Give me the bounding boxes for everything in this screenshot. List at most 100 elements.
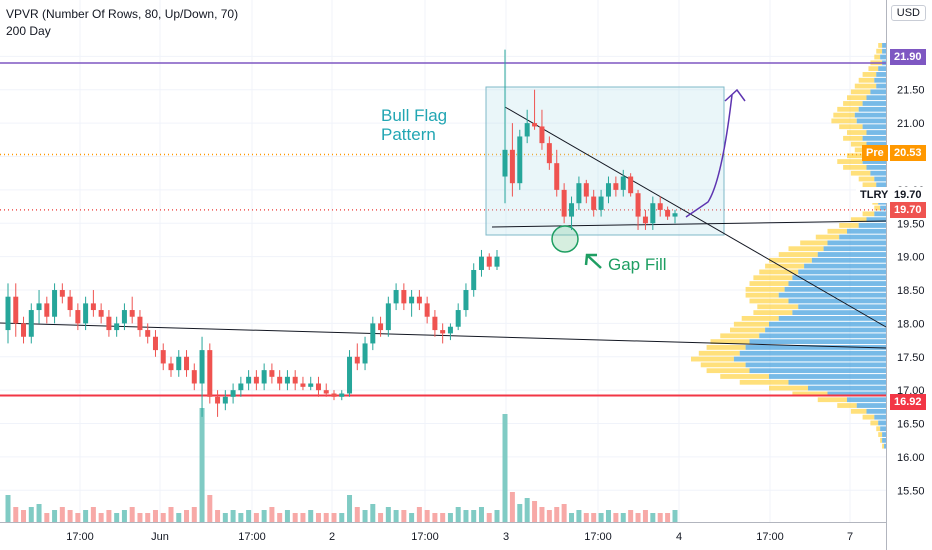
candle-body	[98, 310, 104, 317]
volume-bar	[440, 513, 446, 522]
vp-row-down	[878, 432, 883, 437]
vp-row-up	[798, 304, 886, 310]
vp-row-up	[847, 228, 886, 234]
candle-body	[576, 183, 582, 204]
vp-row-down	[843, 135, 863, 141]
volume-bar	[447, 513, 453, 522]
volume-bar	[13, 507, 19, 522]
candle-body	[539, 126, 545, 144]
vp-row-up	[784, 286, 886, 292]
vp-row-down	[854, 83, 877, 89]
vp-row-up	[788, 298, 886, 304]
candle-body	[393, 290, 399, 304]
vp-row-up	[792, 310, 886, 315]
candle-body	[83, 303, 89, 324]
vp-row-up	[749, 368, 886, 374]
gap-fill-annotation: Gap Fill	[608, 255, 667, 274]
candle-body	[284, 376, 290, 384]
vp-row-up	[733, 356, 886, 362]
vp-row-down	[831, 118, 857, 124]
volume-bar	[463, 510, 469, 522]
vp-row-down	[759, 269, 799, 275]
vp-row-down	[850, 89, 871, 95]
volume-bar	[331, 513, 337, 522]
volume-bar	[207, 495, 213, 522]
vp-row-up	[856, 118, 886, 124]
vp-row-down	[843, 164, 867, 170]
vp-row-up	[878, 66, 886, 72]
x-tick-label: 17:00	[411, 531, 439, 543]
candle-body	[509, 149, 515, 184]
vp-row-down	[874, 205, 881, 211]
candle-body	[238, 383, 244, 391]
volume-bar	[191, 507, 197, 522]
vp-row-up	[870, 170, 886, 176]
candle-body	[424, 303, 430, 317]
x-tick-label: Jun	[151, 531, 169, 543]
candle-body	[246, 376, 252, 384]
volume-bar	[52, 510, 58, 522]
candle-body	[401, 290, 407, 304]
vp-row-up	[862, 101, 886, 106]
vp-row-up	[745, 362, 886, 368]
vp-row-up	[759, 333, 886, 339]
candle-body	[561, 189, 567, 217]
candle-body	[253, 376, 259, 384]
vp-row-down	[847, 130, 867, 135]
vp-row-up	[874, 414, 886, 420]
projection-arrow	[685, 94, 733, 218]
vp-row-up	[874, 176, 886, 182]
vp-row-down	[749, 298, 789, 304]
vp-row-down	[833, 112, 855, 118]
volume-bar	[416, 507, 422, 522]
gap-fill-arrowhead	[584, 253, 597, 266]
grid	[0, 0, 886, 522]
vp-row-down	[792, 391, 828, 397]
vp-row-up	[811, 257, 886, 263]
volume-bar	[583, 513, 589, 522]
vp-row-up	[862, 159, 886, 164]
candle-body	[300, 383, 306, 387]
volume-bar	[168, 507, 174, 522]
volume-bar	[21, 510, 27, 522]
volume-bar	[628, 510, 634, 522]
volume-bar	[176, 513, 182, 522]
vp-row-up	[804, 263, 886, 269]
volume-bar	[378, 513, 384, 522]
vp-row-down	[870, 420, 879, 426]
vp-row-up	[839, 234, 886, 240]
candle-body	[36, 303, 42, 311]
vp-row-down	[745, 286, 785, 292]
volume-bar	[75, 513, 81, 522]
vp-row-down	[710, 339, 750, 345]
volume-bar	[308, 510, 314, 522]
candle-body	[137, 316, 143, 331]
candle-body	[145, 330, 151, 337]
vp-row-up	[823, 246, 886, 252]
vp-row-down	[843, 101, 863, 106]
volume-bar	[106, 510, 112, 522]
vp-row-down	[827, 228, 847, 234]
volume-bar	[569, 513, 575, 522]
volume-bar	[401, 510, 407, 522]
candle-body	[230, 390, 236, 397]
volume-bar	[432, 513, 438, 522]
volume-bar	[114, 513, 120, 522]
candle-body	[620, 176, 626, 190]
vp-row-down	[858, 77, 875, 83]
volume-bar	[253, 513, 259, 522]
vp-row-up	[847, 397, 886, 403]
y-tick-label: 19.00	[897, 252, 925, 264]
vp-row-up	[876, 182, 886, 188]
candle-body	[52, 290, 58, 317]
vp-row-up	[788, 281, 886, 286]
vp-row-up	[874, 211, 886, 217]
drawings	[0, 86, 887, 349]
vp-row-up	[808, 385, 886, 391]
currency-button[interactable]: USD	[890, 5, 926, 21]
vp-row-up	[827, 391, 886, 397]
volume-bar	[36, 504, 42, 522]
volume-bar	[409, 513, 415, 522]
vp-row-down	[720, 333, 760, 339]
